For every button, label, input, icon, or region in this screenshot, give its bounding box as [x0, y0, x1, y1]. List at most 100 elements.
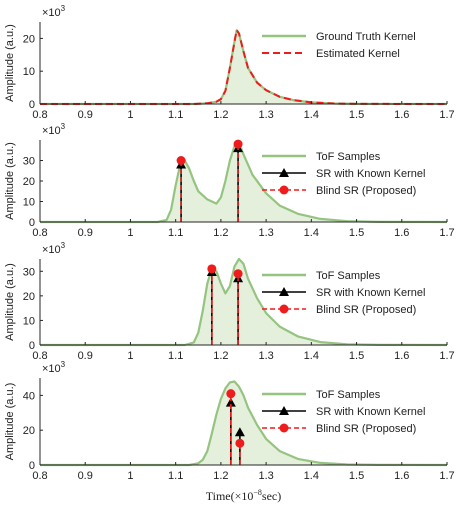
legend-label: Ground Truth Kernel — [316, 31, 416, 43]
x-axis-label: Time(×10−8sec) — [206, 488, 282, 503]
legend-entry: SR with Known Kernel — [262, 168, 425, 180]
axis-multiplier-exp: 3 — [61, 4, 66, 13]
y-tick-label: 0 — [29, 460, 35, 472]
x-tick-label: 0.8 — [32, 109, 47, 121]
x-tick-label: 1.2 — [213, 350, 228, 362]
y-tick-label: 20 — [23, 176, 35, 188]
x-tick-label: 1.5 — [349, 470, 364, 482]
y-tick-label: 20 — [23, 291, 35, 303]
x-tick-label: 1.7 — [439, 470, 454, 482]
x-tick-label: 1.1 — [168, 227, 183, 239]
x-tick-label: 1.2 — [213, 109, 228, 121]
curve-area — [40, 30, 447, 105]
y-tick-label: 0 — [29, 99, 35, 111]
x-tick-label: 1.6 — [394, 109, 409, 121]
axis-multiplier: ×103 — [42, 4, 66, 19]
panel-4: 0.8 0.9 1 1.1 1.2 1.3 1.4 1.5 1.6 1.7 0 20 40 ×103 Amp… — [4, 360, 455, 503]
legend-label: Blind SR (Proposed) — [316, 185, 416, 197]
series-line-estimated — [40, 27, 448, 105]
y-axis-label: Amplitude (a.u.) — [4, 24, 16, 102]
stem-known-marker — [234, 427, 245, 437]
panel-2: 0.8 0.9 1 1.1 1.2 1.3 1.4 1.5 1.6 1.7 0 10 20 30 ×103 A… — [4, 122, 455, 239]
curve-area — [40, 143, 447, 222]
x-tick-label: 1.3 — [258, 227, 273, 239]
stem-blind-marker — [233, 139, 243, 149]
legend-label: ToF Samples — [316, 389, 381, 401]
x-tick-label: 1.7 — [439, 109, 454, 121]
legend-label: Blind SR (Proposed) — [316, 423, 416, 435]
x-axis-label-tail: sec) — [262, 489, 281, 503]
stem-blind-marker — [207, 264, 217, 274]
y-tick-label: 20 — [23, 425, 35, 437]
y-tick-label: 10 — [23, 315, 35, 327]
x-tick-label: 0.8 — [32, 350, 47, 362]
x-tick-label: 1.7 — [439, 227, 454, 239]
y-tick-label: 30 — [23, 156, 35, 168]
series-line-samples — [40, 142, 448, 224]
legend-entry: Ground Truth Kernel — [262, 31, 416, 43]
legend-label: SR with Known Kernel — [316, 287, 425, 299]
x-axis-label-exp: −8 — [253, 488, 262, 497]
legend-entry: SR with Known Kernel — [262, 287, 425, 299]
legend-entry: ToF Samples — [262, 389, 381, 401]
axis-multiplier-exp: 3 — [61, 122, 66, 131]
legend-marker — [279, 304, 289, 314]
x-tick-label: 1.3 — [258, 470, 273, 482]
curve-area — [40, 381, 447, 465]
axis-multiplier-base: ×10 — [42, 125, 61, 137]
stem-known-marker — [225, 397, 236, 407]
legend-label: SR with Known Kernel — [316, 168, 425, 180]
x-tick-label: 1.4 — [304, 109, 319, 121]
legend-marker — [279, 168, 289, 177]
y-tick-label: 0 — [29, 340, 35, 352]
x-tick-label: 0.9 — [78, 470, 93, 482]
x-tick-label: 1.6 — [394, 470, 409, 482]
legend-label: SR with Known Kernel — [316, 406, 425, 418]
x-tick-label: 1.3 — [258, 350, 273, 362]
x-tick-label: 1.2 — [213, 470, 228, 482]
x-tick-label: 1.5 — [349, 109, 364, 121]
legend-entry: Estimated Kernel — [262, 48, 400, 60]
x-tick-label: 1.5 — [349, 227, 364, 239]
axis-multiplier-exp: 3 — [61, 241, 66, 250]
legend-label: Estimated Kernel — [316, 48, 400, 60]
legend-marker — [279, 406, 289, 415]
x-tick-label: 0.9 — [78, 350, 93, 362]
legend-label: ToF Samples — [316, 151, 381, 163]
x-tick-label: 0.8 — [32, 470, 47, 482]
y-tick-label: 40 — [23, 390, 35, 402]
stem-blind-marker — [233, 269, 243, 279]
legend-entry: SR with Known Kernel — [262, 406, 425, 418]
x-tick-label: 0.9 — [78, 109, 93, 121]
x-tick-label: 1.1 — [168, 350, 183, 362]
x-tick-label: 1.3 — [258, 109, 273, 121]
axis-multiplier: ×103 — [42, 241, 66, 256]
legend-marker — [279, 287, 289, 296]
axis-multiplier-base: ×10 — [42, 244, 61, 256]
x-tick-label: 1.4 — [304, 350, 319, 362]
series-line-samples — [40, 380, 448, 467]
axis-multiplier-base: ×10 — [42, 363, 61, 375]
legend-marker — [279, 185, 289, 195]
x-axis-label-base: Time(×10 — [206, 489, 254, 503]
curve-area — [40, 259, 447, 345]
x-tick-label: 1.1 — [168, 109, 183, 121]
y-tick-label: 0 — [29, 217, 35, 229]
y-tick-label: 10 — [23, 197, 35, 209]
x-tick-label: 1 — [127, 227, 133, 239]
x-tick-label: 1.2 — [213, 227, 228, 239]
x-tick-label: 1 — [127, 350, 133, 362]
legend-label: ToF Samples — [316, 270, 381, 282]
x-tick-label: 0.9 — [78, 227, 93, 239]
stem-blind-marker — [176, 156, 186, 165]
legend-entry: ToF Samples — [262, 151, 381, 163]
axis-multiplier-exp: 3 — [61, 360, 66, 369]
panel-3: 0.8 0.9 1 1.1 1.2 1.3 1.4 1.5 1.6 1.7 0 10 20 30 ×103 A… — [4, 241, 455, 362]
axis-multiplier: ×103 — [42, 360, 66, 375]
x-tick-label: 1.6 — [394, 227, 409, 239]
x-tick-label: 1 — [127, 109, 133, 121]
x-tick-label: 1.6 — [394, 350, 409, 362]
y-axis-label: Amplitude (a.u.) — [4, 383, 16, 461]
y-tick-label: 20 — [23, 33, 35, 45]
